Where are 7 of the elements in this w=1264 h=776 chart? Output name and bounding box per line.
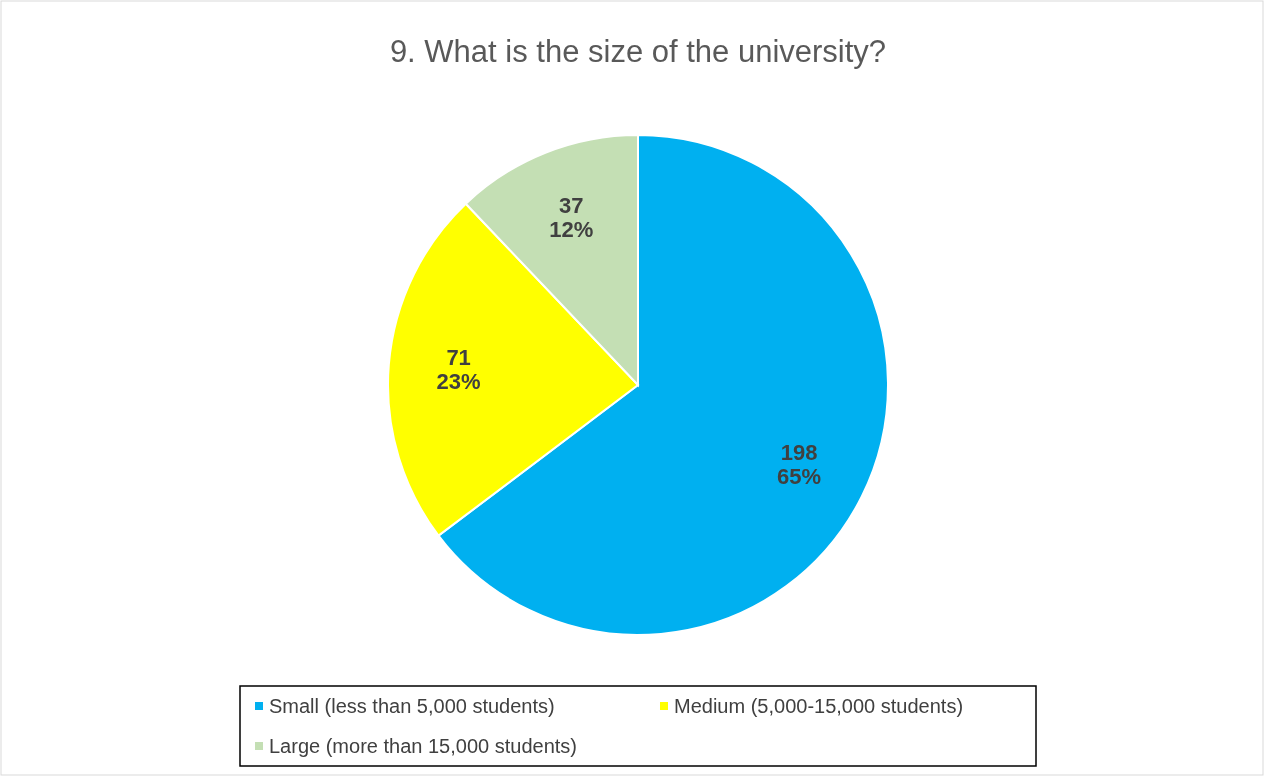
data-label: 71 23% [436,345,481,395]
data-label: 37 12% [549,192,594,242]
legend-label: Small (less than 5,000 students) [269,695,555,717]
chart-title: 9. What is the size of the university? [389,34,887,69]
legend-label: Medium (5,000-15,000 students) [674,695,964,717]
legend-label: Large (more than 15,000 students) [269,735,577,757]
data-label: 198 65% [777,440,822,490]
